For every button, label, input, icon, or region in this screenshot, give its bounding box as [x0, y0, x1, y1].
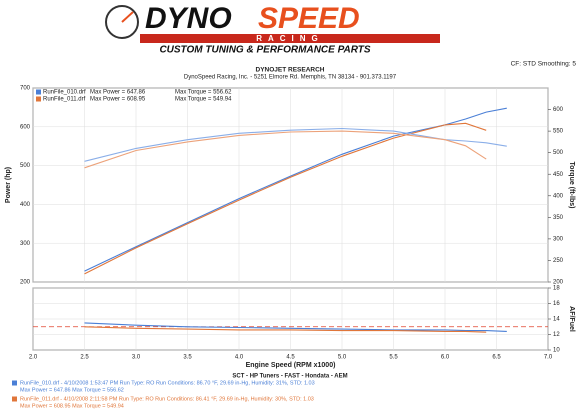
x-tick-label: 3.5	[183, 355, 192, 361]
y-tick-label: 300	[20, 241, 31, 247]
x-tick-label: 5.0	[338, 355, 347, 361]
logo-sub: RACING	[256, 34, 324, 43]
series-line	[84, 130, 487, 169]
x-tick-label: 4.5	[286, 355, 295, 361]
legend-swatch	[36, 89, 41, 95]
x-tick-label: 7.0	[544, 355, 553, 361]
run-swatch	[12, 396, 17, 402]
x-tick-label: 2.0	[29, 355, 38, 361]
logo-needle	[121, 11, 134, 23]
legend-torque: Max Torque = 549.94	[175, 97, 232, 103]
y2-axis-label: AF/Fuel	[568, 306, 575, 332]
legend-name: RunFile_010.drf	[43, 90, 86, 96]
x-tick-label: 5.5	[389, 355, 398, 361]
legend-power: Max Power = 608.95	[90, 97, 146, 103]
series-line	[84, 322, 507, 332]
y2-tick-label: 14	[553, 317, 560, 323]
y2-tick-label: 400	[553, 193, 564, 199]
y-tick-label: 200	[20, 280, 31, 286]
x-tick-label: 3.0	[132, 355, 141, 361]
y2-tick-label: 12	[553, 332, 560, 338]
logo-text: DYNO	[145, 2, 232, 35]
settings: CF: STD Smoothing: 5	[511, 61, 577, 68]
sponsors: SCT - HP Tuners - FAST - Hondata - AEM	[232, 374, 347, 380]
y-axis-label: Power (hp)	[5, 167, 12, 203]
run-info: RunFile_011.drf - 4/10/2008 2:11:58 PM R…	[20, 396, 314, 402]
x-tick-label: 6.5	[492, 355, 501, 361]
x-tick-label: 6.0	[441, 355, 450, 361]
logo: DYNO SPEED RACING CUSTOM TUNING & PERFOR…	[105, 2, 440, 56]
y2-tick-label: 10	[553, 348, 560, 354]
y2-tick-label: 600	[553, 107, 564, 113]
y2-tick-label: 250	[553, 258, 564, 264]
logo-bar	[140, 34, 440, 43]
y2-tick-label: 450	[553, 172, 564, 178]
y-tick-label: 700	[20, 86, 31, 92]
series-line	[84, 107, 507, 272]
y2-axis-label: Torque (ft-lbs)	[568, 162, 575, 209]
x-tick-label: 2.5	[80, 355, 89, 361]
series-line	[84, 326, 487, 333]
legend-swatch	[36, 96, 41, 102]
y2-tick-label: 300	[553, 236, 564, 242]
run-info: RunFile_010.drf - 4/10/2008 1:53:47 PM R…	[20, 380, 315, 386]
legend-power: Max Power = 647.86	[90, 90, 146, 96]
y-tick-label: 400	[20, 202, 31, 208]
y2-tick-label: 500	[553, 150, 564, 156]
y2-tick-label: 200	[553, 280, 564, 286]
y2-tick-label: 550	[553, 129, 564, 135]
series-line	[84, 122, 487, 275]
run-swatch	[12, 380, 17, 386]
y2-tick-label: 350	[553, 215, 564, 221]
y2-tick-label: 18	[553, 286, 560, 292]
y-tick-label: 600	[20, 124, 31, 130]
legend-torque: Max Torque = 556.62	[175, 90, 232, 96]
chart-subtitle: DynoSpeed Racing, Inc. - 5251 Elmore Rd.…	[184, 75, 397, 81]
run-max: Max Power = 647.86 Max Torque = 556.62	[20, 387, 124, 393]
chart-title: DYNOJET RESEARCH	[256, 67, 325, 74]
tagline: CUSTOM TUNING & PERFORMANCE PARTS	[159, 45, 370, 56]
y-tick-label: 500	[20, 163, 31, 169]
x-tick-label: 4.0	[235, 355, 244, 361]
x-axis-label: Engine Speed (RPM x1000)	[246, 362, 336, 369]
run-max: Max Power = 608.95 Max Torque = 549.94	[20, 403, 124, 409]
y2-tick-label: 16	[553, 301, 560, 307]
logo-text: SPEED	[258, 2, 360, 35]
legend-name: RunFile_011.drf	[43, 97, 86, 103]
series-line	[84, 127, 507, 162]
